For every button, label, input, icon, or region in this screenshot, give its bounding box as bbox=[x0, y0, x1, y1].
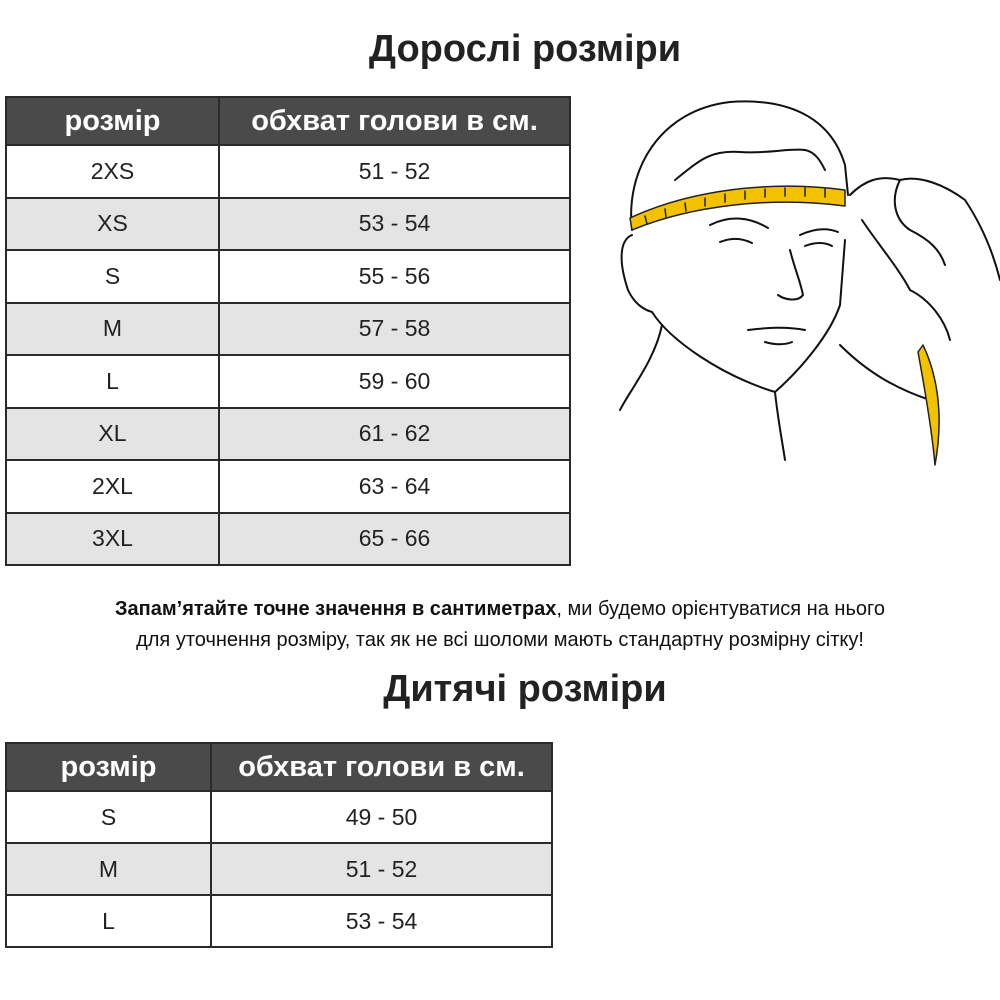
table-header: розмір обхват голови в см. bbox=[5, 96, 571, 146]
head-measuring-tape-illustration bbox=[619, 100, 1000, 466]
eyebrows bbox=[709, 217, 839, 236]
size-cell: M bbox=[5, 842, 212, 896]
table-row: 2XL 63 - 64 bbox=[5, 459, 571, 514]
circumference-cell: 53 - 54 bbox=[218, 196, 571, 251]
size-cell: L bbox=[5, 894, 212, 948]
table-row: 3XL 65 - 66 bbox=[5, 511, 571, 566]
size-cell: L bbox=[5, 354, 220, 409]
size-column-header: розмір bbox=[5, 742, 212, 792]
size-cell: XL bbox=[5, 406, 220, 461]
size-cell: 3XL bbox=[5, 511, 220, 566]
circumference-cell: 61 - 62 bbox=[218, 406, 571, 461]
table-row: M 51 - 52 bbox=[5, 842, 553, 896]
size-cell: M bbox=[5, 301, 220, 356]
circumference-cell: 65 - 66 bbox=[218, 511, 571, 566]
circumference-cell: 63 - 64 bbox=[218, 459, 571, 514]
adult-size-table: розмір обхват голови в см. 2XS 51 - 52 XS… bbox=[5, 96, 571, 566]
table-row: S 49 - 50 bbox=[5, 790, 553, 844]
size-cell: S bbox=[5, 790, 212, 844]
table-header: розмір обхват голови в см. bbox=[5, 742, 553, 792]
table-row: S 55 - 56 bbox=[5, 249, 571, 304]
circumference-column-header: обхват голови в см. bbox=[210, 742, 553, 792]
note-line-2: для уточнення розміру, так як не всі шол… bbox=[136, 629, 864, 651]
circumference-cell: 49 - 50 bbox=[210, 790, 553, 844]
nose bbox=[777, 249, 804, 301]
note-line-1: Запам’ятайте точне значення в сантиметра… bbox=[0, 594, 1000, 625]
eyes bbox=[719, 237, 833, 247]
face-outline bbox=[651, 239, 846, 393]
kids-sizes-title: Дитячі розміри bbox=[383, 668, 667, 710]
size-cell: 2XS bbox=[5, 144, 220, 199]
size-column-header: розмір bbox=[5, 96, 220, 146]
table-row: M 57 - 58 bbox=[5, 301, 571, 356]
table-row: L 53 - 54 bbox=[5, 894, 553, 948]
table-row: XL 61 - 62 bbox=[5, 406, 571, 461]
measuring-tape bbox=[629, 185, 940, 466]
table-row: XS 53 - 54 bbox=[5, 196, 571, 251]
mouth bbox=[747, 326, 806, 346]
circumference-cell: 51 - 52 bbox=[210, 842, 553, 896]
ear bbox=[620, 234, 653, 313]
circumference-cell: 51 - 52 bbox=[218, 144, 571, 199]
size-cell: S bbox=[5, 249, 220, 304]
table-row: 2XS 51 - 52 bbox=[5, 144, 571, 199]
note-text: , ми будемо орієнтуватися на нього bbox=[556, 598, 885, 620]
circumference-cell: 57 - 58 bbox=[218, 301, 571, 356]
circumference-column-header: обхват голови в см. bbox=[218, 96, 571, 146]
adult-sizes-title: Дорослі розміри bbox=[368, 28, 682, 70]
hand bbox=[849, 177, 1000, 341]
table-row: L 59 - 60 bbox=[5, 354, 571, 409]
circumference-cell: 53 - 54 bbox=[210, 894, 553, 948]
circumference-cell: 55 - 56 bbox=[218, 249, 571, 304]
hair-outline bbox=[630, 100, 849, 231]
hairline bbox=[674, 148, 826, 181]
neck bbox=[619, 324, 931, 461]
kids-size-table: розмір обхват голови в см. S 49 - 50 M 51 … bbox=[5, 742, 553, 948]
size-cell: XS bbox=[5, 196, 220, 251]
circumference-cell: 59 - 60 bbox=[218, 354, 571, 409]
note-bold-text: Запам’ятайте точне значення в сантиметра… bbox=[115, 598, 557, 620]
size-cell: 2XL bbox=[5, 459, 220, 514]
measurement-note: Запам’ятайте точне значення в сантиметра… bbox=[0, 594, 1000, 656]
